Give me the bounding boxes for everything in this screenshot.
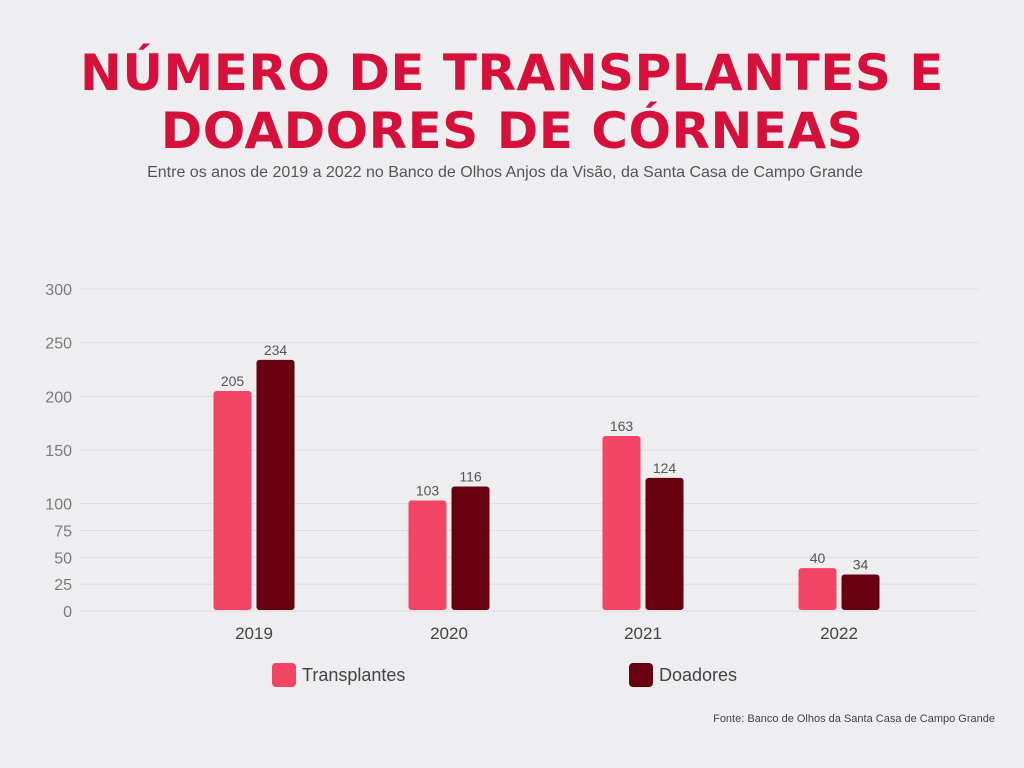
y-tick-label: 100 xyxy=(45,497,72,514)
data-label: 205 xyxy=(221,373,245,389)
bar xyxy=(602,436,641,610)
data-label: 116 xyxy=(459,468,482,484)
legend-label-doadores: Doadores xyxy=(659,664,738,685)
bar xyxy=(451,486,490,610)
y-tick-label: 0 xyxy=(63,604,72,621)
x-tick-label: 2021 xyxy=(624,624,662,643)
bar xyxy=(798,568,837,610)
chart-title: NÚMERO DE TRANSPLANTES E DOADORES DE CÓR… xyxy=(0,44,1024,160)
legend-label-transplantes: Transplantes xyxy=(302,664,406,685)
data-label: 40 xyxy=(810,550,826,566)
x-tick-label: 2019 xyxy=(235,624,273,643)
x-tick-label: 2022 xyxy=(820,624,858,643)
data-label: 163 xyxy=(610,418,634,434)
bar xyxy=(645,477,684,610)
legend-swatch-transplantes xyxy=(272,663,296,687)
y-tick-label: 250 xyxy=(45,336,72,353)
y-tick-label: 150 xyxy=(45,443,72,460)
data-label: 124 xyxy=(653,460,677,476)
y-tick-label: 200 xyxy=(45,389,72,406)
chart-title-line-2: DOADORES DE CÓRNEAS xyxy=(160,102,864,160)
data-label: 234 xyxy=(264,342,288,358)
source-note: Fonte: Banco de Olhos da Santa Casa de C… xyxy=(713,713,995,725)
chart-subtitle: Entre os anos de 2019 a 2022 no Banco de… xyxy=(147,164,863,181)
y-tick-label: 75 xyxy=(54,524,72,541)
y-tick-label: 300 xyxy=(45,282,72,299)
legend-item-transplantes: Transplantes xyxy=(272,662,405,688)
bar xyxy=(408,500,447,610)
bar xyxy=(213,390,252,610)
data-label: 34 xyxy=(853,557,869,573)
data-label: 103 xyxy=(416,482,440,498)
bar xyxy=(841,574,880,610)
chart-title-line-1: NÚMERO DE TRANSPLANTES E xyxy=(80,44,944,102)
legend-swatch-doadores xyxy=(629,663,653,687)
x-tick-label: 2020 xyxy=(430,624,468,643)
legend-item-doadores: Doadores xyxy=(629,662,737,688)
y-tick-label: 50 xyxy=(54,550,72,567)
y-tick-label: 25 xyxy=(54,577,72,594)
bar xyxy=(256,359,295,610)
